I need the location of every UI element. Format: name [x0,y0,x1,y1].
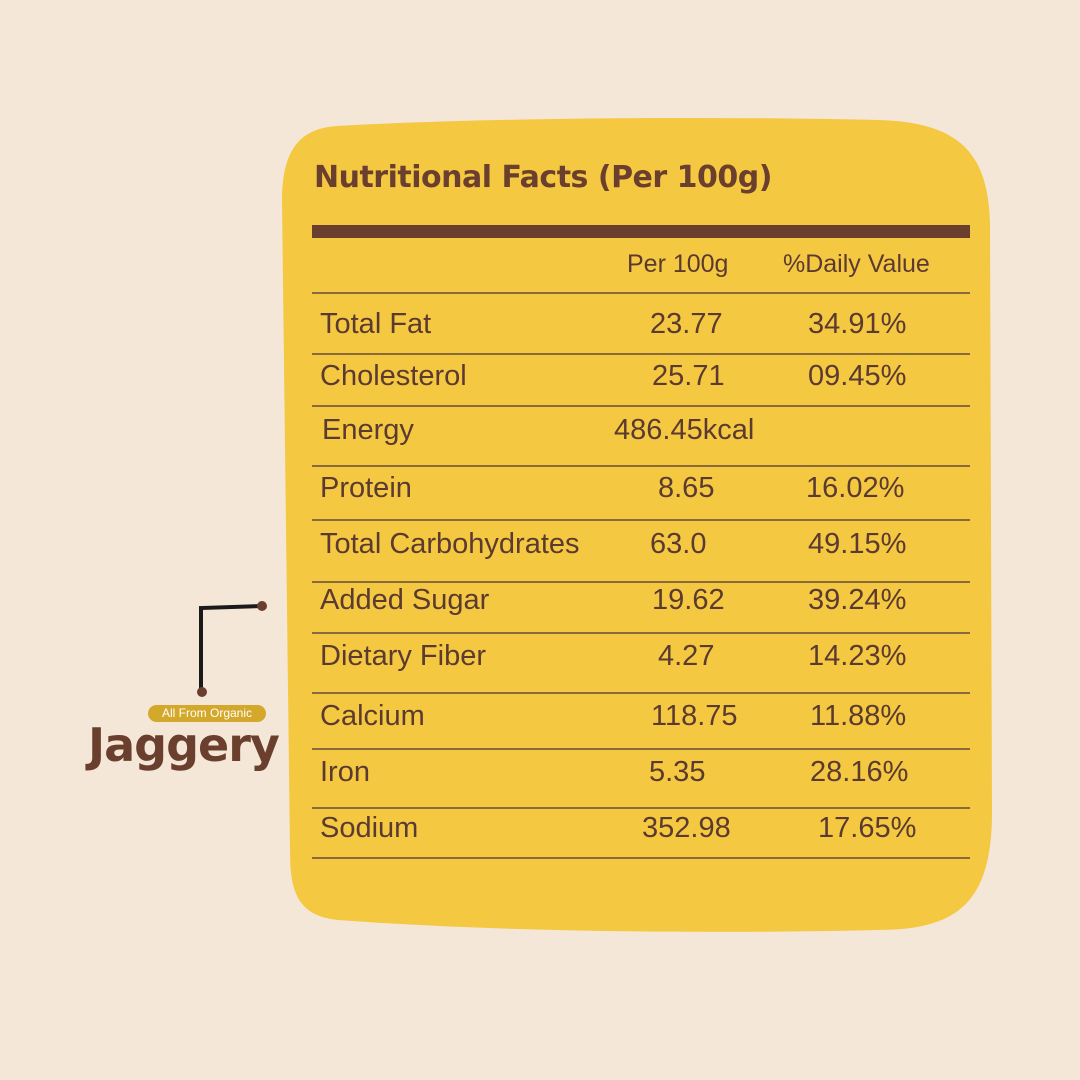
row-name: Energy [322,414,414,446]
header-per-100g: Per 100g [627,250,729,278]
row-daily-value: 16.02% [806,472,905,504]
row-name: Iron [320,756,370,788]
row-divider [312,519,970,521]
row-per-100g: 5.35 [649,756,706,788]
row-divider [312,748,970,750]
row-daily-value: 49.15% [808,528,907,560]
row-name: Cholesterol [320,360,467,392]
row-per-100g: 23.77 [650,308,723,340]
row-daily-value: 28.16% [810,756,909,788]
row-name: Protein [320,472,412,504]
row-daily-value: 11.88% [810,700,907,732]
row-divider [312,581,970,583]
row-daily-value: 14.23% [808,640,907,672]
row-daily-value: 39.24% [808,584,907,616]
connector-dot-start [197,687,207,697]
row-per-100g: 63.0 [650,528,707,560]
card-title: Nutritional Facts (Per 100g) [314,160,772,195]
header-divider [312,292,970,294]
row-name: Total Carbohydrates [320,528,580,560]
row-per-100g: 486.45kcal [614,414,755,446]
row-divider [312,353,970,355]
row-name: Sodium [320,812,419,844]
header-daily-value: %Daily Value [783,250,930,278]
row-name: Dietary Fiber [320,640,486,672]
brand-name: Jaggery [88,718,280,772]
row-divider [312,857,970,859]
row-per-100g: 19.62 [652,584,725,616]
nutrition-card [278,112,992,934]
row-daily-value: 34.91% [808,308,907,340]
title-divider [312,225,970,238]
connector-dot-end [257,601,267,611]
row-divider [312,405,970,407]
row-per-100g: 8.65 [658,472,715,504]
row-name: Added Sugar [320,584,490,616]
row-name: Calcium [320,700,425,732]
row-divider [312,807,970,809]
row-per-100g: 118.75 [651,700,738,732]
connector-line [197,601,267,697]
row-divider [312,465,970,467]
card-background [282,118,992,932]
row-name: Total Fat [320,308,432,340]
row-divider [312,632,970,634]
row-per-100g: 25.71 [652,360,725,392]
row-divider [312,692,970,694]
row-daily-value: 17.65% [818,812,917,844]
row-daily-value: 09.45% [808,360,907,392]
brand-tagline-badge: All From Organic [148,705,266,722]
row-per-100g: 4.27 [658,640,715,672]
row-per-100g: 352.98 [642,812,731,844]
